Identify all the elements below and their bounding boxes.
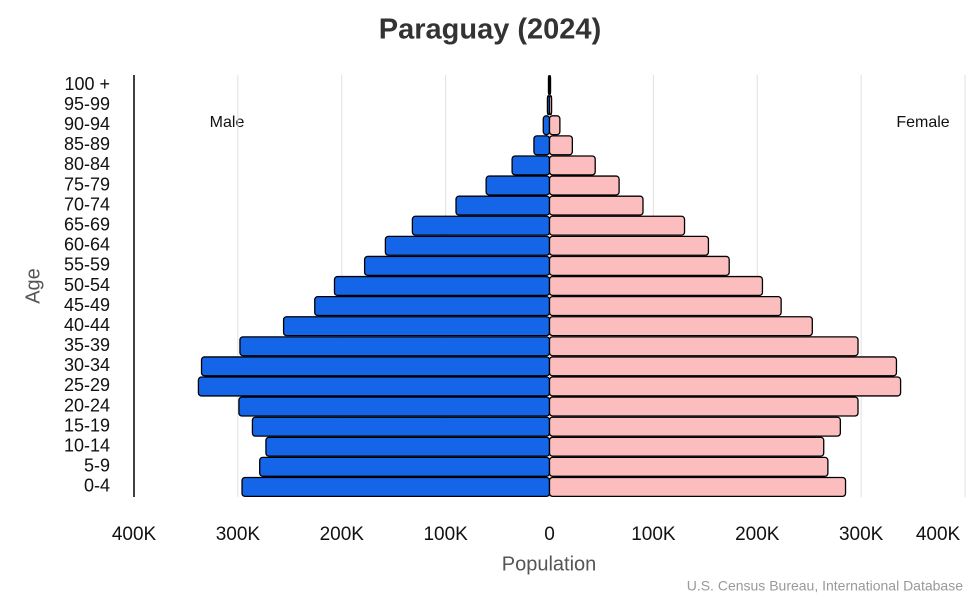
- bar: [197, 376, 551, 397]
- bar: [314, 296, 551, 317]
- y-tick-label: 50-54: [64, 275, 110, 295]
- y-tick-label: 30-34: [64, 355, 110, 375]
- y-tick-label: 60-64: [64, 235, 110, 255]
- source-note: U.S. Census Bureau, International Databa…: [687, 578, 963, 594]
- bar: [259, 456, 551, 477]
- bar: [548, 195, 644, 216]
- bar: [251, 416, 551, 437]
- bar: [265, 436, 551, 457]
- chart-title: Paraguay (2024): [379, 14, 601, 46]
- bar: [542, 115, 551, 136]
- bar: [333, 275, 551, 297]
- bar: [548, 456, 829, 477]
- x-tick-label: 100K: [423, 524, 468, 545]
- bar: [548, 255, 730, 276]
- y-tick-label: 20-24: [64, 395, 110, 415]
- bar: [511, 155, 551, 176]
- x-axis-label: Population: [502, 553, 597, 575]
- x-tick-label: 400K: [916, 524, 961, 545]
- bar: [548, 416, 842, 437]
- bar: [548, 476, 847, 498]
- bar: [238, 396, 551, 417]
- y-tick-label: 65-69: [64, 214, 110, 234]
- y-tick-label: 100 +: [64, 74, 110, 94]
- y-tick-label: 85-89: [64, 134, 110, 154]
- bar: [455, 195, 551, 216]
- y-axis-label: Age: [22, 268, 44, 304]
- bar: [548, 115, 561, 136]
- y-tick-label: 0-4: [84, 476, 110, 496]
- x-tick-label: 0: [544, 524, 555, 545]
- bar: [548, 215, 686, 236]
- x-tick-label: 100K: [631, 524, 676, 545]
- bar: [548, 275, 764, 297]
- x-tick-label: 300K: [216, 524, 261, 545]
- y-tick-label: 80-84: [64, 154, 110, 174]
- bar: [548, 396, 859, 417]
- x-tick-label: 300K: [839, 524, 884, 545]
- y-tick-label: 25-29: [64, 375, 110, 395]
- bar: [548, 356, 898, 377]
- bar: [548, 436, 825, 457]
- bar: [363, 255, 551, 276]
- y-tick-label: 95-99: [64, 94, 110, 114]
- bar: [548, 74, 552, 96]
- bar: [533, 135, 551, 156]
- y-tick-label: 45-49: [64, 295, 110, 315]
- bar: [485, 175, 551, 196]
- bar: [548, 135, 574, 156]
- bar: [548, 316, 813, 337]
- bar: [200, 356, 551, 377]
- series-label: Male: [210, 114, 245, 131]
- x-tick-label: 200K: [320, 524, 365, 545]
- bar: [548, 155, 596, 176]
- bar: [548, 175, 620, 196]
- bar: [239, 336, 551, 357]
- y-tick-label: 40-44: [64, 315, 110, 335]
- bar: [282, 316, 551, 337]
- bar: [548, 336, 859, 357]
- series-label: Female: [896, 114, 949, 131]
- bar: [548, 235, 710, 256]
- bar: [411, 215, 551, 236]
- y-tick-label: 70-74: [64, 194, 110, 214]
- y-tick-label: 90-94: [64, 114, 110, 134]
- y-tick-label: 10-14: [64, 436, 110, 456]
- y-tick-label: 35-39: [64, 335, 110, 355]
- y-tick-label: 75-79: [64, 174, 110, 194]
- bar: [241, 476, 551, 498]
- bar: [384, 235, 551, 256]
- bar: [548, 376, 902, 397]
- y-tick-label: 15-19: [64, 415, 110, 435]
- x-tick-label: 400K: [112, 524, 157, 545]
- bar: [548, 95, 553, 116]
- y-tick-label: 55-59: [64, 255, 110, 275]
- y-tick-label: 5-9: [84, 456, 110, 476]
- x-tick-label: 200K: [735, 524, 780, 545]
- bar: [548, 296, 782, 317]
